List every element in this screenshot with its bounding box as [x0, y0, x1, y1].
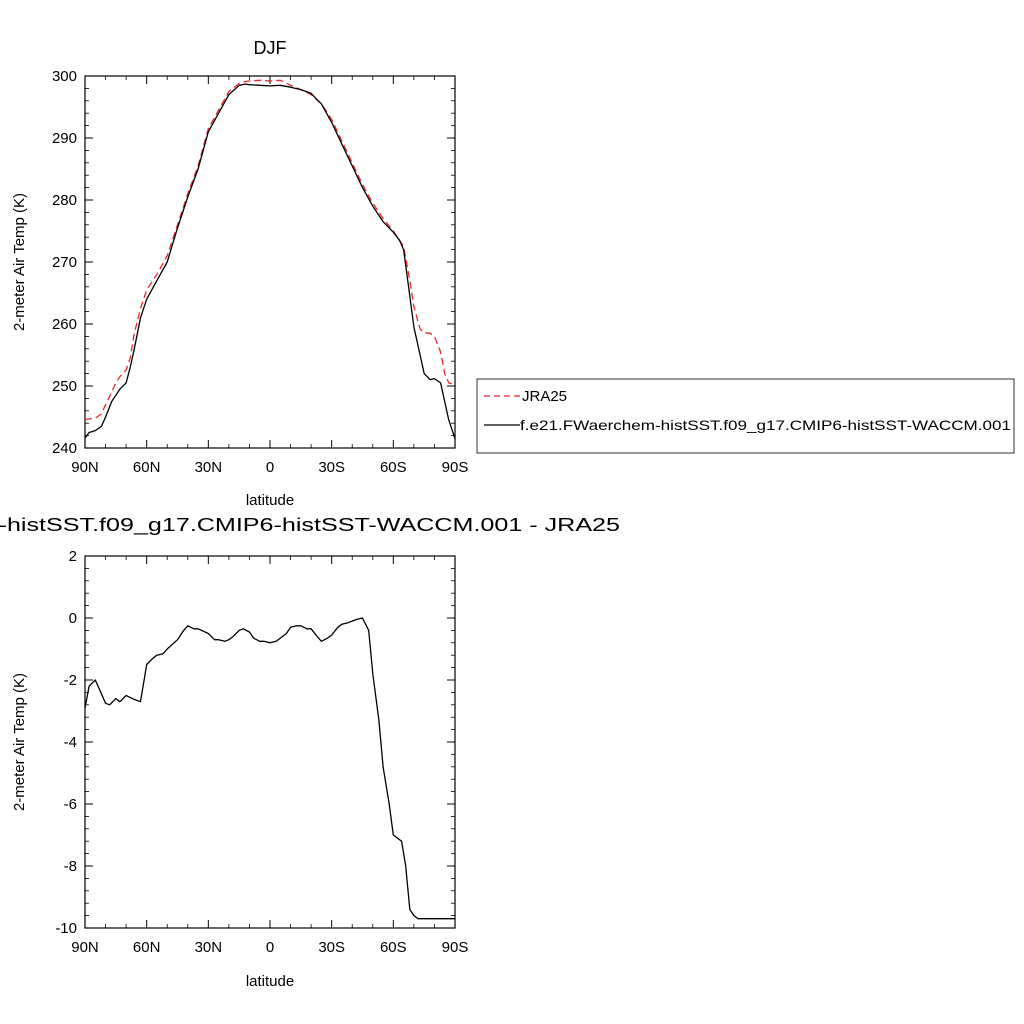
- x-tick-label: 90S: [442, 459, 469, 476]
- x-tick-label: 0: [266, 459, 274, 476]
- x-tick-label: 0: [266, 939, 274, 956]
- x-axis-ticks: 90N 60N 30N 0 30S 60S 90S: [71, 556, 468, 956]
- y-tick-label: 240: [52, 440, 77, 457]
- y-axis-ticks: 2 0 -2 -4 -6 -8 -10: [55, 548, 455, 937]
- series-line-jra25: [84, 79, 456, 421]
- x-tick-label: 90N: [71, 939, 99, 956]
- x-tick-label: 90S: [442, 939, 469, 956]
- y-tick-label: 280: [52, 192, 77, 209]
- difference-panel: f.e21.FWaerchem-histSST.f09_g17.CMIP6-hi…: [0, 515, 620, 990]
- legend: JRA25 f.e21.FWaerchem-histSST.f09_g17.CM…: [476, 378, 1015, 454]
- y-tick-label: 0: [69, 610, 77, 627]
- temperature-panel: DJF 90N 60N 30N 0 30S 60S 90S 300 290 280 270 260 2…: [11, 38, 468, 509]
- y-tick-label: -2: [64, 672, 77, 689]
- x-tick-label: 60S: [380, 939, 407, 956]
- x-axis-label: latitude: [246, 492, 294, 509]
- chart-title: DJF: [254, 38, 287, 58]
- legend-label-jra25: JRA25: [522, 388, 567, 405]
- y-tick-label: -4: [64, 734, 77, 751]
- y-tick-label: 270: [52, 254, 77, 271]
- y-axis-label: 2-meter Air Temp (K): [11, 193, 28, 331]
- x-tick-label: 60N: [133, 459, 161, 476]
- y-axis-ticks: 300 290 280 270 260 250 240: [52, 68, 455, 457]
- y-tick-label: 290: [52, 130, 77, 147]
- x-tick-label: 90N: [71, 459, 99, 476]
- legend-box: [476, 378, 1015, 454]
- x-tick-label: 30N: [195, 939, 223, 956]
- x-tick-label: 30S: [318, 939, 345, 956]
- y-tick-label: -6: [64, 796, 77, 813]
- y-tick-label: 2: [69, 548, 77, 565]
- x-axis-ticks: 90N 60N 30N 0 30S 60S 90S: [71, 76, 468, 476]
- series-layer: [84, 617, 455, 920]
- series-layer: [84, 79, 456, 439]
- y-axis-label: 2-meter Air Temp (K): [11, 673, 28, 811]
- y-tick-label: 300: [52, 68, 77, 85]
- series-line-model: [84, 83, 456, 439]
- x-tick-label: 30S: [318, 459, 345, 476]
- x-axis-label: latitude: [246, 973, 294, 990]
- x-tick-label: 30N: [195, 459, 223, 476]
- y-tick-label: -10: [55, 920, 77, 937]
- x-tick-label: 60S: [380, 459, 407, 476]
- x-tick-label: 60N: [133, 939, 161, 956]
- y-tick-label: 260: [52, 316, 77, 333]
- legend-label-model: f.e21.FWaerchem-histSST.f09_g17.CMIP6-hi…: [520, 417, 1011, 433]
- series-line-model: [84, 617, 455, 920]
- y-tick-label: -8: [64, 858, 77, 875]
- y-tick-label: 250: [52, 378, 77, 395]
- chart-title: f.e21.FWaerchem-histSST.f09_g17.CMIP6-hi…: [0, 515, 620, 536]
